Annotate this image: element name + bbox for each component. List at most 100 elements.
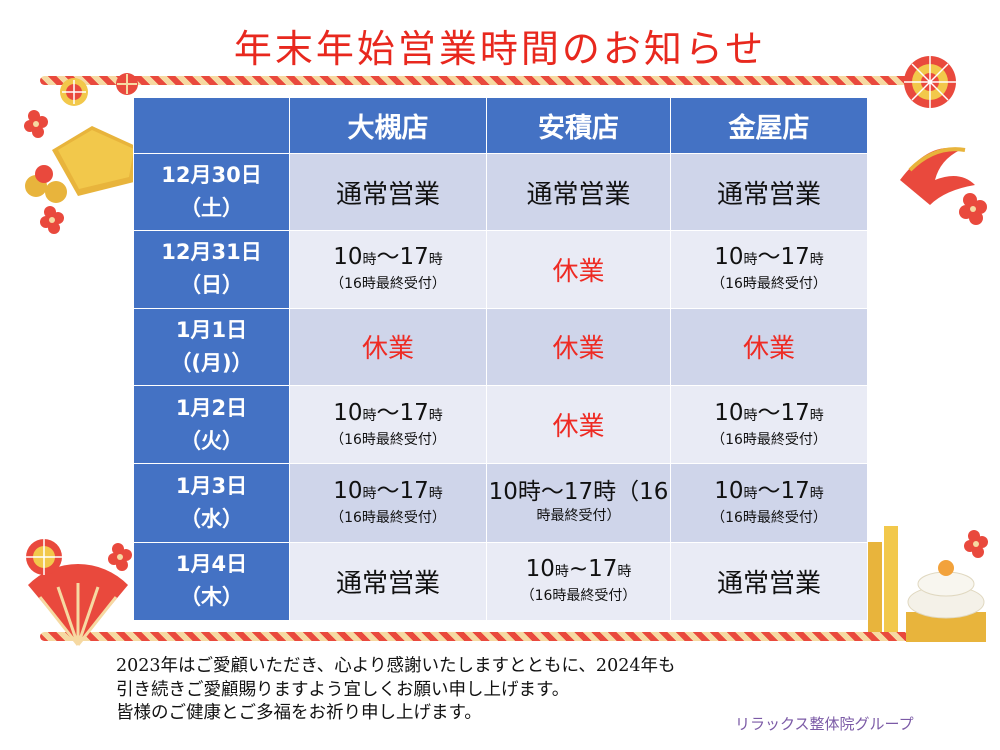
column-header: 大槻店 [289, 97, 487, 154]
open-time: 10 [714, 399, 744, 426]
plum-blossom-icon [24, 110, 48, 138]
temari-ball-icon [116, 73, 138, 95]
close-time: 17 [780, 399, 810, 426]
hours-cell: 通常営業 [670, 541, 868, 622]
status-closed: 休業 [361, 334, 414, 365]
date-label: 1月4日 [175, 552, 248, 577]
time-unit: 時 [809, 485, 824, 502]
header-blank-cell [133, 97, 290, 154]
date-label: 1月1日 [175, 317, 248, 342]
hours-cell: 休業 [289, 307, 487, 386]
time-separator: 〜 [376, 399, 400, 426]
last-reception-note: （16時最終受付） [330, 431, 446, 448]
hours-cell: 通常営業 [289, 152, 487, 232]
time-unit: 時 [743, 252, 758, 269]
plum-blossom-icon [108, 543, 132, 571]
weekday-label: （木） [180, 585, 243, 610]
last-reception-note: （16時最終受付） [711, 276, 827, 293]
column-header: 金屋店 [670, 97, 868, 154]
status-open: 通常営業 [716, 568, 821, 599]
time-unit: 時 [362, 407, 377, 424]
time-unit: 時 [428, 407, 443, 424]
time-unit: 時 [809, 252, 824, 269]
time-unit: 時 [428, 485, 443, 502]
last-reception-note: 時最終受付） [536, 508, 621, 525]
time-separator: 〜 [376, 477, 400, 504]
status-closed: 休業 [742, 334, 795, 365]
close-time: 17 [780, 477, 810, 504]
table-row: 12月31日 （日） 10時〜17時 （16時最終受付） 休業 10時〜17時 （16時最終… [133, 230, 868, 309]
hours-cell: 休業 [486, 307, 671, 386]
hours-cell: 通常営業 [289, 541, 487, 622]
open-time: 10 [714, 244, 744, 271]
date-label: 1月3日 [175, 473, 248, 498]
kagami-mochi-icon [906, 560, 986, 642]
temari-ball-icon [26, 539, 62, 575]
page-title: 年末年始営業時間のお知らせ [233, 27, 767, 71]
hours-cell: 10時〜17時（16 時最終受付） [486, 463, 671, 543]
opening-hours: 10時〜17時（16 [488, 479, 669, 506]
close-time: 17 [399, 399, 429, 426]
rope-border-top [40, 76, 940, 85]
ema-plaque-icon [52, 126, 140, 196]
decoration-right-bottom [868, 522, 988, 642]
opening-hours: 10時〜17時 [290, 400, 486, 430]
status-closed: 休業 [552, 334, 605, 365]
header-row: 大槻店 安積店 金屋店 [133, 97, 868, 154]
date-cell: 12月30日 （土） [133, 152, 290, 232]
date-cell: 12月31日 （日） [133, 230, 290, 309]
weekday-label: （土） [180, 196, 243, 221]
hours-cell: 休業 [670, 307, 868, 386]
open-time: 10 [333, 244, 363, 271]
close-time: 17 [399, 244, 429, 271]
signature: リラックス整体院グループ [735, 715, 914, 733]
status-closed: 休業 [552, 256, 605, 287]
time-unit: 時 [809, 407, 824, 424]
rope-border-bottom [40, 632, 940, 641]
opening-hours: 10時〜17時 [290, 244, 486, 274]
opening-hours: 10時〜17時 [290, 478, 486, 508]
time-unit: 時 [617, 564, 632, 581]
hours-cell: 通常営業 [486, 152, 671, 232]
hours-cell: 10時〜17時（16時最終受付） [670, 463, 868, 543]
kadomatsu-icon [868, 522, 898, 632]
plum-blossom-icon [40, 206, 64, 234]
status-open: 通常営業 [526, 179, 631, 210]
schedule-table: 大槻店 安積店 金屋店 12月30日 （土） 通常営業 通常営業 通常営業 12月31日（… [133, 97, 868, 622]
time-unit: 時 [743, 407, 758, 424]
date-cell: 1月3日 （水） [133, 463, 290, 543]
time-separator: 〜 [376, 244, 400, 271]
pine-branch-icon [900, 147, 975, 205]
opening-hours: 10時〜17時 [671, 400, 867, 430]
close-time: 17 [399, 477, 429, 504]
date-cell: 1月2日 （火） [133, 384, 290, 465]
table-row: 12月30日 （土） 通常営業 通常営業 通常営業 [133, 152, 868, 232]
hours-cell: 10時~17時 （16時最終受付） [486, 541, 671, 622]
closing-message: 2023年はご愛顧いただき、心より感謝いたしますとともに、2024年も 引き続き… [116, 655, 675, 726]
decoration-right-top [900, 56, 987, 225]
date-label: 12月31日 [161, 240, 262, 265]
time-unit: 時 [743, 485, 758, 502]
open-time: 10 [333, 399, 363, 426]
message-line: 2023年はご愛顧いただき、心より感謝いたしますとともに、2024年も [116, 656, 676, 676]
time-unit: 時 [554, 564, 569, 581]
temari-ball-icon [60, 78, 88, 106]
date-label: 12月30日 [161, 163, 262, 188]
opening-hours: 10時〜17時 [671, 244, 867, 274]
open-time: 10 [525, 556, 555, 583]
weekday-label: （火） [180, 428, 243, 453]
time-separator: ~ [568, 556, 589, 583]
hours-cell: 10時〜17時（16時最終受付） [289, 463, 487, 543]
column-header: 安積店 [486, 97, 671, 154]
status-open: 通常営業 [716, 179, 821, 210]
last-reception-note: （16時最終受付） [520, 588, 637, 605]
status-closed: 休業 [552, 412, 605, 443]
date-cell: 1月4日 （木） [133, 541, 290, 622]
status-open: 通常営業 [335, 568, 440, 599]
decoration-left-bottom [26, 539, 132, 646]
time-separator: 〜 [757, 399, 781, 426]
temari-ball-icon [904, 56, 956, 108]
last-reception-note: （16時最終受付） [711, 509, 827, 526]
last-reception-note: （16時最終受付） [711, 431, 827, 448]
folding-fan-icon [28, 563, 128, 646]
